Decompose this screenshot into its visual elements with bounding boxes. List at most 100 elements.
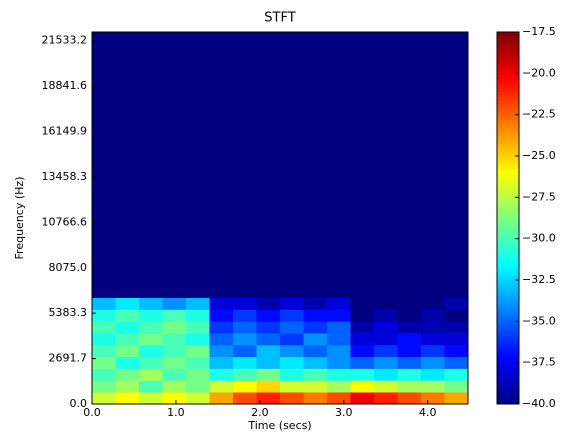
heat-cell (374, 321, 398, 334)
colorbar-swatch (497, 261, 519, 265)
heat-cell (186, 309, 210, 322)
colorbar-swatch (497, 177, 519, 182)
heat-cell (350, 380, 375, 393)
heat-cell (421, 392, 445, 405)
heat-cell (303, 356, 328, 369)
heat-cell (162, 380, 187, 393)
colorbar-swatch (497, 400, 519, 405)
heat-cell (280, 344, 304, 358)
colorbar-tick-label: −25.0 (522, 149, 556, 162)
heat-cell (350, 333, 375, 346)
colorbar-swatch (497, 276, 519, 281)
heat-cell (303, 321, 328, 334)
colorbar-swatch (497, 152, 519, 157)
heat-cell (209, 333, 234, 346)
colorbar-swatch (497, 183, 519, 188)
colorbar-swatch (497, 379, 519, 383)
colorbar-swatch (497, 87, 519, 92)
heat-cell (92, 309, 116, 322)
heat-cell (280, 392, 304, 405)
heat-cell (186, 333, 210, 346)
heat-cell (303, 333, 328, 346)
colorbar-swatch (497, 252, 519, 256)
colorbar-swatch (497, 329, 519, 334)
x-tick-label: 3.0 (335, 406, 353, 419)
colorbar-swatch (497, 94, 519, 98)
colorbar-swatch (497, 264, 519, 269)
heat-cell (397, 309, 422, 322)
heat-cell (139, 356, 163, 369)
heat-cell (233, 344, 257, 358)
heat-cell (303, 32, 328, 299)
y-tick-label: 8075.0 (49, 261, 88, 274)
heat-cell (162, 297, 187, 310)
colorbar-swatch (497, 121, 519, 126)
colorbar-swatch (497, 267, 519, 272)
colorbar-swatch (497, 311, 519, 315)
x-axis-label: Time (secs) (247, 419, 311, 432)
y-tick-label: 16149.9 (42, 125, 88, 138)
y-tick-label: 10766.6 (42, 215, 88, 228)
colorbar-swatch (497, 227, 519, 231)
heat-cell (280, 368, 304, 381)
colorbar-swatch (497, 373, 519, 377)
colorbar-swatch (497, 149, 519, 154)
x-tick-label: 0.0 (83, 406, 101, 419)
colorbar-swatch (497, 258, 519, 262)
heat-cell (350, 368, 375, 381)
heat-cell (397, 392, 422, 405)
colorbar-swatch (497, 180, 519, 185)
colorbar-swatch (497, 363, 519, 368)
heat-cell (421, 368, 445, 381)
heat-cell (327, 333, 351, 346)
colorbar-swatch (497, 143, 519, 148)
colorbar-tick-label: −17.5 (522, 25, 556, 38)
heat-cell (421, 309, 445, 322)
colorbar-swatch (497, 193, 519, 197)
colorbar-swatch (497, 69, 519, 73)
colorbar-swatch (497, 376, 519, 380)
heat-cell (115, 309, 140, 322)
heat-cell (162, 392, 187, 405)
heat-cell (350, 356, 375, 369)
heat-cell (186, 356, 210, 369)
heat-cell (280, 380, 304, 393)
colorbar-swatch (497, 78, 519, 83)
colorbar-swatch (497, 366, 519, 371)
heat-cell (303, 344, 328, 358)
heat-cell (209, 392, 234, 405)
colorbar-swatch (497, 35, 519, 39)
heat-cell (350, 392, 375, 405)
heat-cell (115, 356, 140, 369)
heat-cell (162, 321, 187, 334)
colorbar-swatch (497, 289, 519, 293)
heat-cell (444, 344, 469, 358)
heat-cell (280, 309, 304, 322)
plot-frame (91, 31, 469, 405)
heat-cell (92, 297, 116, 310)
colorbar-swatch (497, 242, 519, 247)
heat-cell (139, 32, 163, 299)
colorbar-swatch (497, 255, 519, 259)
colorbar-swatch (497, 218, 519, 222)
heat-cell (327, 297, 351, 310)
colorbar-swatch (497, 273, 519, 278)
heat-cell (421, 32, 445, 299)
heat-cell (280, 297, 304, 310)
heat-cell (374, 32, 398, 299)
colorbar-swatch (497, 320, 519, 324)
y-tick-label: 5383.3 (49, 306, 88, 319)
heat-cell (256, 344, 281, 358)
heat-cell (397, 32, 422, 299)
heat-cell (256, 380, 281, 393)
colorbar-swatch (497, 165, 519, 169)
colorbar-swatch (497, 230, 519, 234)
colorbar-swatch (497, 323, 519, 327)
heat-cell (327, 356, 351, 369)
heat-cell (444, 368, 469, 381)
colorbar-swatch (497, 307, 519, 312)
heat-cell (444, 309, 469, 322)
colorbar-swatch (497, 38, 519, 42)
colorbar-swatch (497, 66, 519, 70)
